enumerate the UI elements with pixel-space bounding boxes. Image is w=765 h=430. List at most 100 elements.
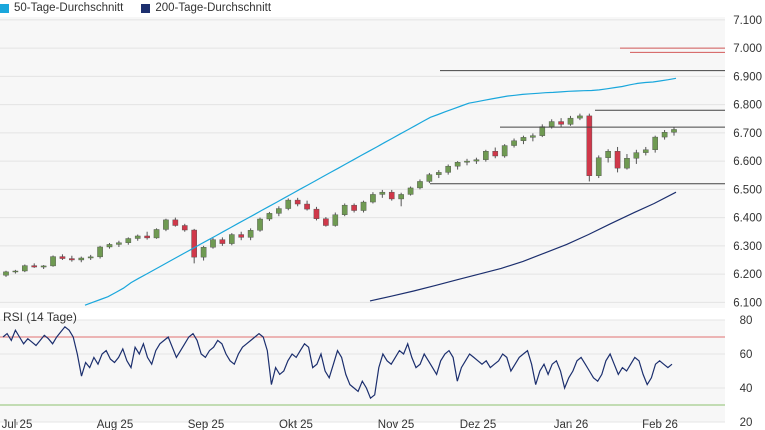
candle-body [445,165,451,173]
y-tick-label: 6.500 [733,184,762,196]
candle-body [464,160,470,163]
candle-body [642,149,649,153]
candle-body [210,239,216,248]
rsi-title: RSI (14 Tage) [3,310,77,324]
legend: 50-Tage-Durchschnitt 200-Tage-Durchschni… [0,0,289,16]
candle-body [577,115,583,119]
candle-body [595,157,602,176]
candle-body [548,121,555,127]
rsi-panel [0,320,725,422]
candle-body [304,203,310,210]
candle-body [87,256,94,259]
candle-body [530,135,536,138]
candle-body [341,204,348,215]
candle-body [435,172,442,175]
candle-body [247,230,254,238]
y-tick-label: 6.200 [733,269,762,281]
price-panel [0,17,725,308]
legend-label-ma50: 50-Tage-Durchschnitt [14,2,124,14]
candle-body [539,126,546,136]
legend-item-ma50[interactable]: 50-Tage-Durchschnitt [0,2,123,14]
y-tick-label: 6.800 [733,100,762,112]
candle-body [69,258,75,261]
candle-body [266,213,273,220]
candle-body [125,238,132,243]
candle-body [163,219,169,230]
candle-body [294,199,301,205]
rsi-y-tick-label: 60 [740,349,753,361]
candle-body [360,201,367,211]
candle-body [388,191,395,200]
candle-body [511,140,517,146]
candle-body [454,162,461,167]
y-tick-label: 6.900 [733,71,762,83]
candle-body [614,150,621,169]
y-tick-label: 7.100 [733,15,762,27]
candle-body [633,152,640,159]
candle-body [12,270,19,273]
candle-body [78,257,85,261]
candle-body [323,218,329,226]
candle-body [351,204,357,211]
ma50-swatch-icon [0,3,9,13]
ma200-swatch-icon [141,3,151,13]
candle-body [473,159,480,162]
y-tick-label: 6.700 [733,128,762,140]
rsi-y-tick-label: 20 [740,417,753,429]
candle-body [426,174,433,182]
candle-body [370,194,376,203]
candle-body [605,150,611,158]
candle-body [501,145,508,157]
candle-body [191,229,197,258]
rsi-y-tick-label: 40 [740,383,753,395]
candle-body [134,235,141,239]
candle-body [153,229,160,239]
candle-body [407,187,414,195]
legend-item-ma200[interactable]: 200-Tage-Durchschnitt [141,2,271,14]
candle-body [652,136,658,150]
candle-body [50,256,56,267]
ma200-line [369,191,677,302]
candle-body [238,234,245,238]
candle-body [483,150,489,160]
candle-body [379,191,386,195]
candle-body [106,244,113,248]
y-tick-label: 6.400 [733,213,762,225]
candle-body [558,121,564,125]
candle-body [567,117,574,125]
candle-body [31,265,38,268]
candle-body [332,214,339,226]
y-tick-label: 6.300 [733,241,762,253]
candle-body [285,199,292,209]
candle-body [492,150,499,157]
candle-body [219,239,226,244]
candle-body [144,235,150,239]
legend-label-ma200: 200-Tage-Durchschnitt [155,2,272,14]
candle-body [3,271,9,276]
rsi-y-tick-label: 80 [740,315,753,327]
candle-body [97,246,103,258]
y-tick-label: 6.600 [733,156,762,168]
candle-body [40,265,47,268]
ma50-line [84,77,677,306]
candle-body [624,158,630,169]
candle-body [671,129,677,133]
candle-body [229,234,235,244]
candle-body [661,132,668,138]
candle-body [257,218,263,231]
y-tick-label: 6.100 [733,297,762,309]
candle-body [200,247,207,258]
candle-body [586,115,593,176]
candle-body [398,194,404,200]
candle-body [172,219,179,226]
candle-body [116,242,122,245]
candle-body [276,208,282,214]
candle-body [22,265,28,272]
candle-body [313,208,320,219]
candle-body [59,256,66,259]
candle-body [417,181,423,189]
candle-body [181,225,188,231]
y-tick-label: 7.000 [733,43,762,55]
rsi-line [2,325,673,400]
